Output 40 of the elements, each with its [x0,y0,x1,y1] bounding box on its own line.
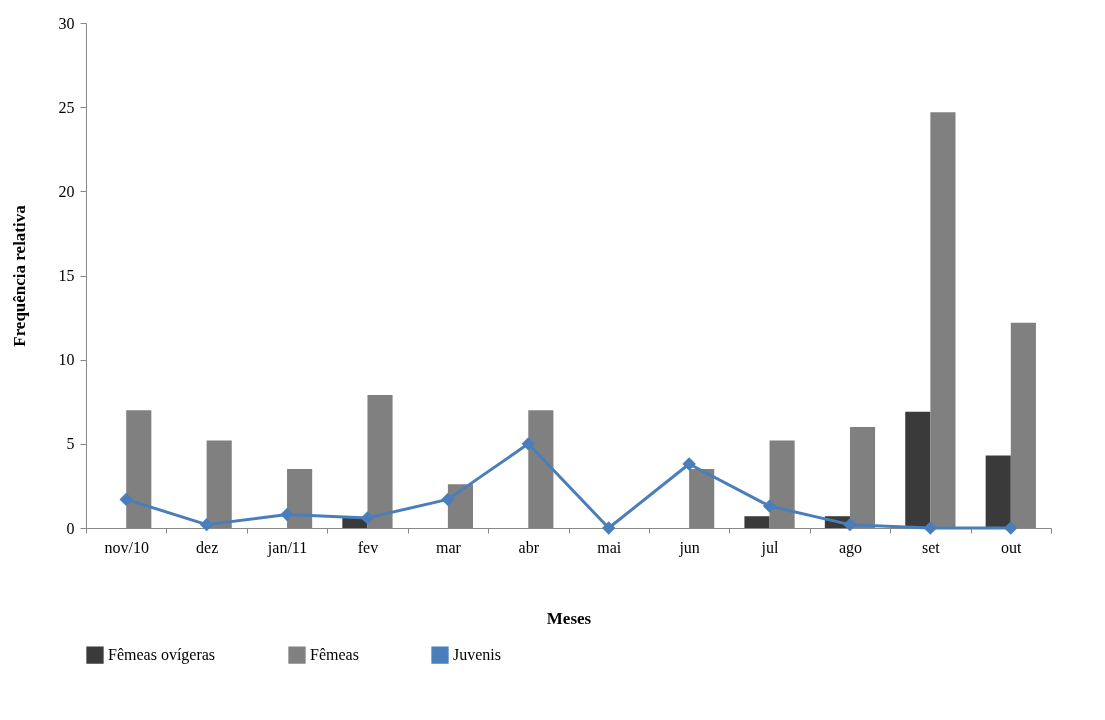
point [280,507,294,522]
point [521,437,535,451]
point [843,517,857,532]
y-axis-title: Frequência relativa [9,204,29,347]
legend-label: Fêmeas [310,646,359,664]
x-tick-label: mai [597,538,622,556]
y-tick-label: 15 [58,267,75,284]
point [923,521,938,535]
point [360,511,375,525]
point [441,492,455,507]
x-tick-label: abr [518,538,540,556]
y-tick-label: 0 [66,519,75,537]
y-tick-label: 10 [58,351,75,369]
x-tick-label: jul [760,538,780,557]
x-tick-label: out [1001,538,1023,556]
point [119,492,133,507]
point [682,457,696,471]
bar [930,112,956,528]
point [199,517,214,532]
legend-label: Fêmeas ovígeras [108,646,216,665]
y-tick-label: 5 [66,435,75,453]
x-tick-label: jun [678,538,700,557]
legend-label: Juvenis [453,646,501,664]
point [762,499,777,513]
y-tick-label: 25 [58,98,75,116]
x-tick-label: set [921,538,941,556]
bar [744,516,770,528]
y-tick-label: 20 [58,182,75,200]
x-tick-label: jan/11 [266,538,308,557]
x-tick-label: ago [838,538,863,557]
point [602,521,616,535]
bar [905,411,931,528]
bar [985,455,1011,528]
x-axis-title: Meses [546,608,592,628]
x-tick-label: mar [435,538,462,556]
x-tick-label: nov/10 [104,538,149,556]
point [1004,521,1018,535]
x-tick-label: fev [357,538,379,556]
x-tick-label: dez [196,538,219,556]
y-tick-label: 30 [58,14,75,32]
